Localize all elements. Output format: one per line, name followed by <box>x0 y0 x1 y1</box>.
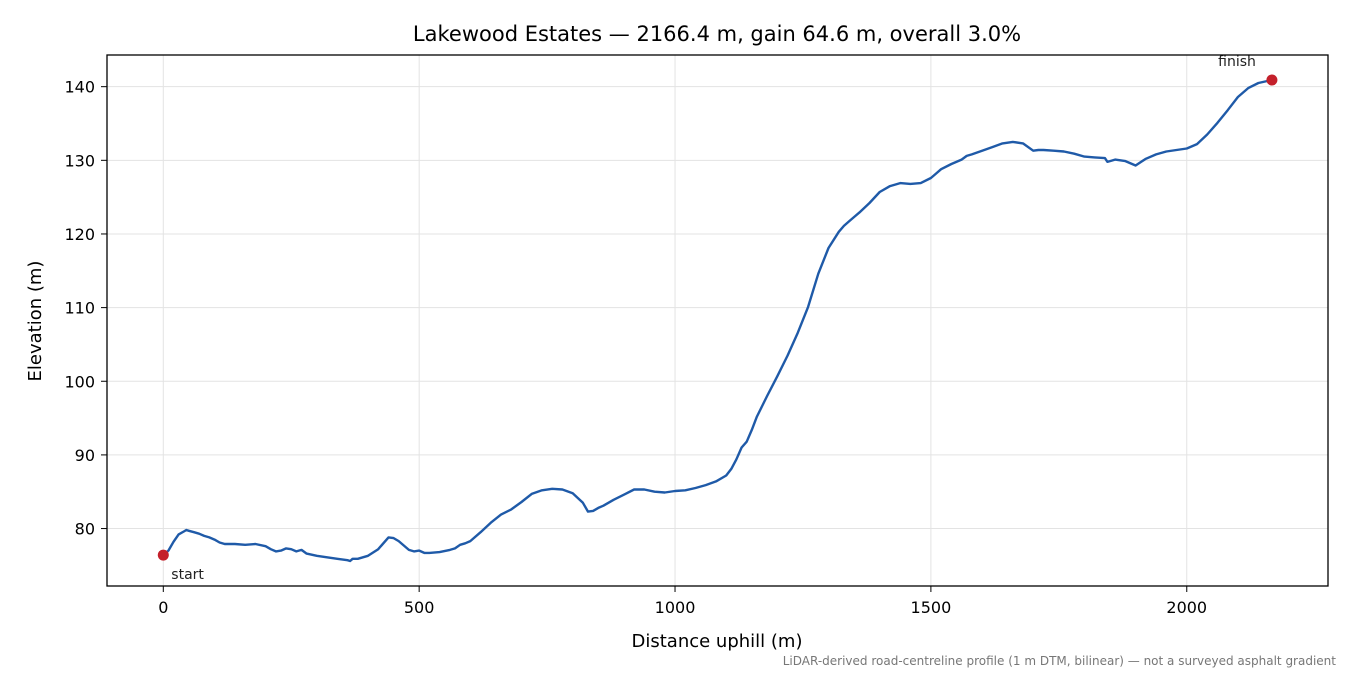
x-tick-label: 0 <box>158 598 168 617</box>
y-tick-label: 100 <box>64 372 95 391</box>
y-tick-label: 90 <box>75 446 95 465</box>
y-tick-label: 80 <box>75 520 95 539</box>
start-annotation: start <box>171 567 204 583</box>
y-axis-ticks: 80 90 100 110 120 130 140 <box>64 78 107 539</box>
start-marker <box>157 549 169 561</box>
x-tick-label: 2000 <box>1166 598 1207 617</box>
finish-annotation: finish <box>1218 54 1256 70</box>
x-tick-label: 500 <box>404 598 435 617</box>
x-tick-label: 1500 <box>911 598 952 617</box>
finish-marker <box>1266 74 1278 86</box>
footnote: LiDAR-derived road-centreline profile (1… <box>783 654 1337 668</box>
x-tick-label: 1000 <box>655 598 696 617</box>
plot-frame <box>106 54 1329 587</box>
y-tick-label: 110 <box>64 299 95 318</box>
chart-title: Lakewood Estates — 2166.4 m, gain 64.6 m… <box>413 22 1021 46</box>
y-tick-label: 140 <box>64 78 95 97</box>
x-axis-ticks: 0 500 1000 1500 2000 <box>158 586 1207 617</box>
elevation-line <box>162 78 1273 563</box>
y-axis-title: Elevation (m) <box>25 261 46 382</box>
x-axis-title: Distance uphill (m) <box>632 631 803 652</box>
y-tick-label: 120 <box>64 225 95 244</box>
y-tick-label: 130 <box>64 151 95 170</box>
